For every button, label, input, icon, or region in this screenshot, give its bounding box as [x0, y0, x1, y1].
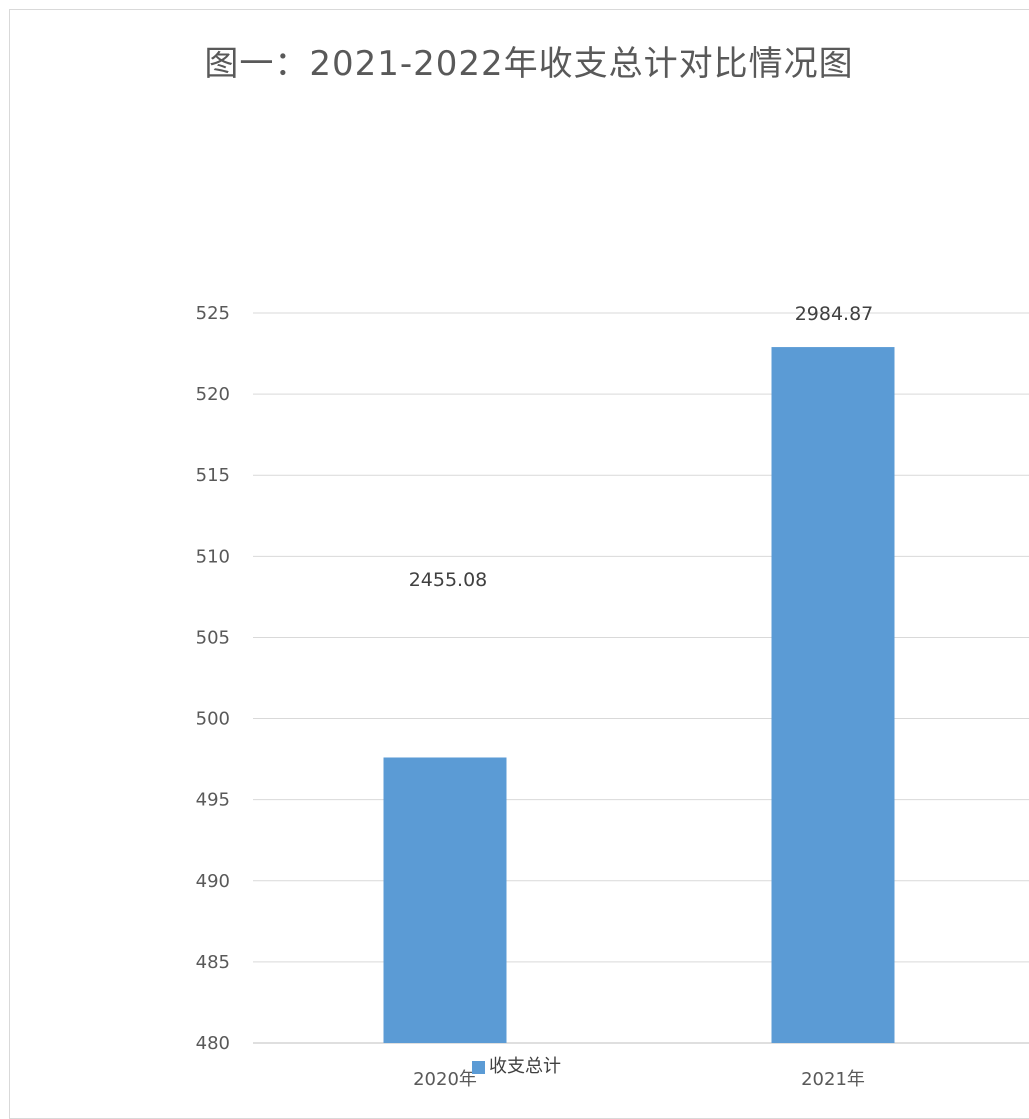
- y-tick-label: 525: [196, 303, 230, 324]
- legend-swatch: [472, 1060, 485, 1074]
- data-label: 2984.87: [795, 303, 874, 325]
- chart-title: 图一：2021-2022年收支总计对比情况图: [204, 44, 854, 84]
- bar: [383, 757, 507, 1043]
- y-tick-label: 510: [196, 546, 230, 567]
- data-label: 2455.08: [409, 569, 488, 591]
- y-tick-label: 505: [196, 627, 230, 648]
- x-tick-label: 2020年: [413, 1069, 477, 1090]
- bars: [383, 347, 895, 1044]
- y-axis-ticks: 480 485 490 495 500 505 510 515 520 525: [196, 303, 230, 1054]
- y-tick-label: 520: [196, 384, 230, 405]
- gridlines: [253, 312, 1029, 1044]
- data-labels: 2455.08 2984.87: [409, 303, 874, 591]
- y-tick-label: 485: [196, 952, 230, 973]
- legend-label: 收支总计: [489, 1056, 561, 1077]
- x-tick-label: 2021年: [801, 1069, 865, 1090]
- y-tick-label: 515: [196, 465, 230, 486]
- y-tick-label: 490: [196, 871, 230, 892]
- y-tick-label: 500: [196, 709, 230, 730]
- y-tick-label: 495: [196, 790, 230, 811]
- bar: [771, 347, 895, 1044]
- legend: 收支总计: [472, 1052, 561, 1078]
- x-axis-ticks: 2020年 2021年: [413, 1069, 865, 1090]
- y-tick-label: 480: [196, 1033, 230, 1054]
